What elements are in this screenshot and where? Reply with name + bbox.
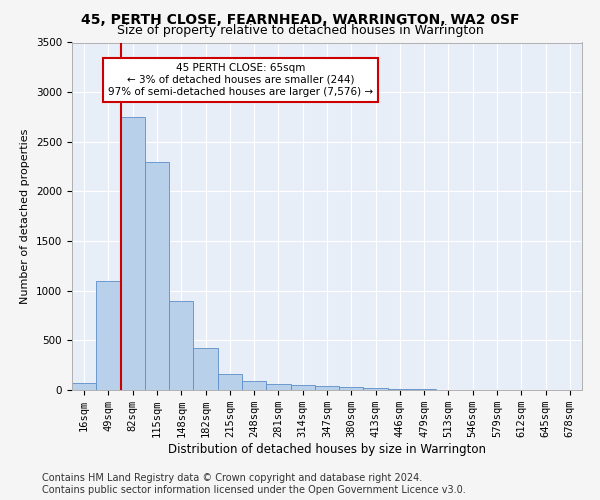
Text: 45, PERTH CLOSE, FEARNHEAD, WARRINGTON, WA2 0SF: 45, PERTH CLOSE, FEARNHEAD, WARRINGTON, …	[81, 12, 519, 26]
Text: 45 PERTH CLOSE: 65sqm
← 3% of detached houses are smaller (244)
97% of semi-deta: 45 PERTH CLOSE: 65sqm ← 3% of detached h…	[108, 64, 373, 96]
Bar	[364, 388, 388, 390]
Bar	[145, 162, 169, 390]
Bar	[218, 374, 242, 390]
Bar	[121, 117, 145, 390]
Bar	[315, 386, 339, 390]
Bar	[266, 384, 290, 390]
Bar	[96, 281, 121, 390]
Bar	[193, 348, 218, 390]
Bar	[339, 387, 364, 390]
Text: Size of property relative to detached houses in Warrington: Size of property relative to detached ho…	[116, 24, 484, 37]
Bar	[388, 389, 412, 390]
Y-axis label: Number of detached properties: Number of detached properties	[20, 128, 31, 304]
Bar	[290, 385, 315, 390]
Text: Contains HM Land Registry data © Crown copyright and database right 2024.
Contai: Contains HM Land Registry data © Crown c…	[42, 474, 466, 495]
X-axis label: Distribution of detached houses by size in Warrington: Distribution of detached houses by size …	[168, 443, 486, 456]
Bar	[412, 389, 436, 390]
Bar	[242, 380, 266, 390]
Bar	[72, 383, 96, 390]
Bar	[169, 300, 193, 390]
